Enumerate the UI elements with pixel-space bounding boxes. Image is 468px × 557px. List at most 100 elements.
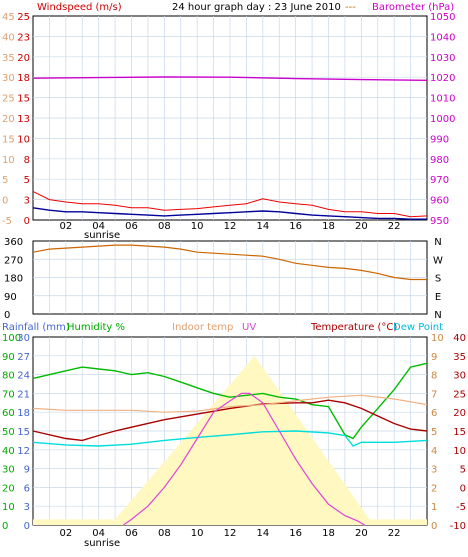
indoor-temperature-line (32, 394, 428, 413)
y-tick-uv: 3 (431, 465, 437, 476)
dew-point-line (32, 430, 428, 447)
y-tick-temperature: -10 (450, 521, 466, 532)
x-tick-label: 22 (388, 528, 401, 539)
x-tick-label: 12 (224, 528, 237, 539)
wind-panel-grid (33, 16, 427, 220)
temperature-panel-axes: 1009080706050403020100302724211815129630… (2, 333, 466, 539)
y-tick-rainfall: 0 (24, 521, 30, 532)
y-tick-uv: 0 (431, 521, 437, 532)
x-tick-label: 12 (224, 221, 237, 232)
y-tick-inner: 0 (24, 216, 30, 227)
y-tick-humidity: 90 (2, 352, 15, 363)
temperature-panel-series (32, 355, 428, 526)
y-tick-outer: 35 (2, 53, 15, 64)
y-tick-right: 950 (430, 216, 449, 227)
x-tick-label: 22 (388, 221, 401, 232)
y-tick-inner: 15 (17, 94, 30, 105)
wind-panel-series (32, 76, 428, 220)
y-tick-uv: 1 (431, 502, 437, 513)
windspeed-label: Windspeed (m/s) (37, 2, 122, 13)
x-tick-label: 08 (158, 528, 171, 539)
y-tick-compass: N (434, 310, 441, 321)
y-tick-outer: 20 (2, 114, 15, 125)
y-tick-rainfall: 18 (17, 408, 30, 419)
y-tick-right: 990 (430, 134, 449, 145)
direction-panel-grid (33, 241, 427, 314)
y-tick-humidity: 30 (2, 465, 15, 476)
y-tick-temperature: 15 (453, 427, 466, 438)
y-tick-direction: 90 (4, 292, 17, 303)
x-tick-label: 04 (92, 528, 105, 539)
y-tick-inner: 23 (17, 32, 30, 43)
barometer-dash: --- (345, 2, 356, 13)
y-tick-temperature: 5 (460, 465, 466, 476)
humidity-label: Humidity % (67, 322, 125, 333)
x-tick-label: 02 (59, 221, 72, 232)
x-tick-label: 08 (158, 221, 171, 232)
y-tick-rainfall: 3 (24, 502, 30, 513)
y-tick-outer: 30 (2, 73, 15, 84)
sunrise-label-top: sunrise (84, 230, 120, 241)
y-tick-humidity: 10 (2, 502, 15, 513)
x-tick-label: 20 (355, 528, 368, 539)
sunrise-label-bottom: sunrise (84, 538, 120, 549)
wind-direction-line (32, 244, 427, 281)
x-tick-label: 14 (256, 221, 269, 232)
y-tick-temperature: 25 (453, 389, 466, 400)
y-tick-compass: N (434, 237, 441, 248)
y-tick-right: 980 (430, 155, 449, 166)
y-tick-outer: 5 (2, 175, 8, 186)
y-tick-outer: 10 (2, 155, 15, 166)
y-tick-inner: 3 (24, 196, 30, 207)
x-tick-label: 16 (289, 221, 302, 232)
y-tick-inner: 10 (17, 134, 30, 145)
y-tick-inner: 13 (17, 114, 30, 125)
solar-radiation-area (33, 355, 427, 525)
y-tick-outer: 45 (2, 12, 15, 23)
y-tick-rainfall: 12 (17, 446, 30, 457)
y-tick-uv: 4 (431, 446, 437, 457)
y-tick-inner: 8 (24, 155, 30, 166)
chart-title: 24 hour graph day : 23 June 2010 (172, 2, 341, 13)
y-tick-direction: 360 (4, 237, 23, 248)
y-tick-humidity: 70 (2, 389, 15, 400)
y-tick-uv: 2 (431, 483, 437, 494)
y-tick-right: 1020 (430, 73, 455, 84)
x-tick-label: 10 (191, 221, 204, 232)
y-tick-humidity: 40 (2, 446, 15, 457)
x-tick-label: 14 (256, 528, 269, 539)
rainfall-label: Rainfall (mm) (2, 322, 70, 333)
y-tick-right: 1040 (430, 32, 455, 43)
y-tick-uv: 9 (431, 352, 437, 363)
y-tick-rainfall: 27 (17, 352, 30, 363)
y-tick-inner: 18 (17, 73, 30, 84)
y-tick-direction: 0 (4, 310, 10, 321)
y-tick-rainfall: 15 (17, 427, 30, 438)
x-tick-label: 18 (322, 221, 335, 232)
y-tick-direction: 270 (4, 255, 23, 266)
y-tick-inner: 25 (17, 12, 30, 23)
y-tick-uv: 8 (431, 371, 437, 382)
y-tick-right: 1000 (430, 114, 455, 125)
barometer-label: Barometer (hPa) (372, 2, 454, 13)
x-tick-label: 02 (59, 528, 72, 539)
wind-panel-axes: 454035302520151050-525232018151310853010… (2, 12, 455, 232)
uv-line (122, 392, 365, 526)
y-tick-temperature: 10 (453, 446, 466, 457)
humidity-line (32, 362, 428, 440)
y-tick-temperature: -5 (456, 502, 466, 513)
y-tick-rainfall: 6 (24, 483, 30, 494)
y-tick-temperature: 0 (460, 483, 466, 494)
indoor-label: Indoor temp (172, 322, 233, 333)
y-tick-humidity: 20 (2, 483, 15, 494)
x-tick-label: 06 (125, 528, 138, 539)
wind-average-line (32, 207, 427, 220)
y-tick-inner: 5 (24, 175, 30, 186)
y-tick-right: 960 (430, 196, 449, 207)
y-tick-humidity: 0 (2, 521, 8, 532)
y-tick-humidity: 100 (2, 333, 21, 344)
y-tick-compass: S (435, 274, 441, 285)
y-tick-right: 1050 (430, 12, 455, 23)
